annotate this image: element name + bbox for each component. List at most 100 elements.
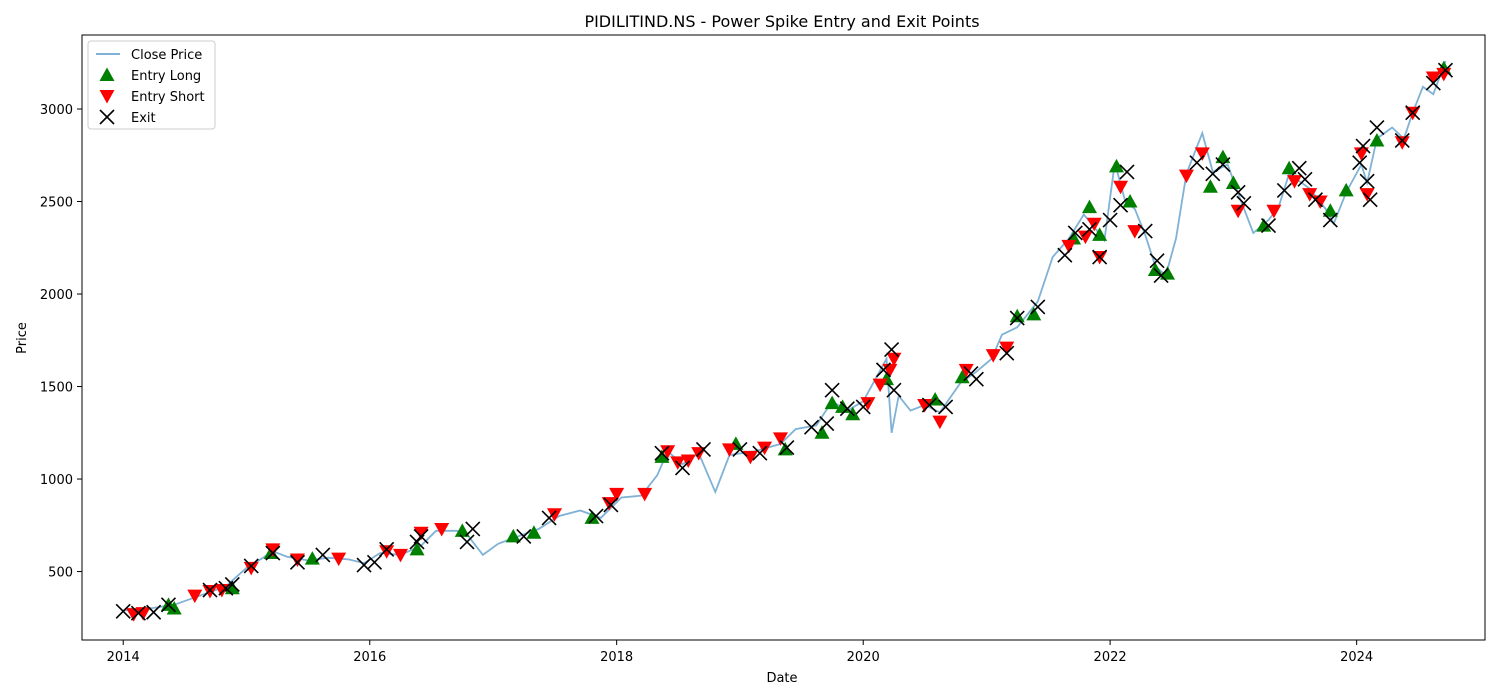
entry-short-marker bbox=[1359, 188, 1375, 202]
x-tick-label: 2022 bbox=[1094, 650, 1127, 665]
entry-long-marker bbox=[1215, 149, 1231, 164]
exit-marker bbox=[1067, 225, 1083, 241]
exit-marker-stroke bbox=[732, 441, 748, 457]
entry-short-marker bbox=[999, 341, 1015, 356]
exit-marker bbox=[1437, 62, 1454, 78]
exit-marker-stroke bbox=[1369, 119, 1385, 136]
exit-marker-stroke bbox=[999, 345, 1015, 361]
exit-marker-stroke bbox=[1102, 212, 1118, 228]
exit-marker bbox=[603, 497, 619, 513]
exit-marker bbox=[1215, 156, 1231, 173]
exit-marker-stroke bbox=[654, 445, 670, 461]
exit-marker-stroke bbox=[875, 362, 892, 378]
exit-marker bbox=[1276, 182, 1292, 198]
legend-entry: Close Price bbox=[96, 48, 202, 63]
entry-long-marker bbox=[526, 525, 542, 539]
exit-marker bbox=[1102, 212, 1118, 228]
entry-short-marker bbox=[331, 552, 347, 567]
exit-marker-stroke bbox=[1394, 132, 1410, 149]
entry-short-marker bbox=[547, 508, 563, 522]
exit-marker bbox=[1362, 192, 1378, 208]
exit-marker-stroke bbox=[1276, 182, 1292, 198]
exit-marker-stroke bbox=[1081, 221, 1098, 237]
entry-short-marker bbox=[872, 378, 888, 393]
plot-frame bbox=[81, 34, 1486, 641]
entry-long-marker bbox=[1109, 158, 1125, 173]
exit-marker bbox=[886, 382, 902, 398]
exit-marker-stroke bbox=[674, 460, 691, 476]
exit-marker bbox=[465, 521, 481, 537]
entry-long-marker bbox=[1369, 132, 1385, 147]
x-tick-label: 2016 bbox=[353, 650, 386, 665]
exit-marker-stroke bbox=[1291, 160, 1307, 176]
exit-marker-stroke bbox=[315, 547, 331, 563]
chart-title: PIDILITIND.NS - Power Spike Entry and Ex… bbox=[584, 12, 979, 31]
exit-marker bbox=[413, 528, 429, 544]
exit-marker-stroke bbox=[884, 341, 900, 358]
entry-short-marker bbox=[721, 443, 737, 457]
exit-marker bbox=[160, 597, 177, 613]
exit-marker-stroke bbox=[1425, 75, 1441, 91]
exit-marker-stroke bbox=[1359, 173, 1375, 189]
exit-marker-stroke bbox=[202, 582, 218, 598]
marker-series bbox=[115, 60, 1454, 622]
entry-short-marker bbox=[392, 548, 408, 563]
exit-marker bbox=[819, 415, 835, 432]
exit-marker bbox=[1149, 253, 1165, 269]
entry-short-marker bbox=[1077, 230, 1093, 245]
exit-marker-stroke bbox=[1153, 267, 1169, 284]
exit-marker bbox=[921, 397, 937, 413]
exit-marker bbox=[855, 399, 871, 415]
entry-long-marker bbox=[654, 449, 670, 463]
entry-short-marker bbox=[772, 432, 788, 446]
entry-long-marker bbox=[824, 395, 840, 410]
exit-marker-stroke bbox=[1092, 249, 1108, 265]
close-price-series bbox=[123, 60, 1447, 612]
exit-marker-stroke bbox=[938, 399, 954, 415]
entry-short-marker bbox=[932, 415, 948, 430]
entry-short-marker bbox=[985, 349, 1001, 363]
y-tick-label: 2000 bbox=[40, 288, 73, 303]
exit-marker-stroke bbox=[1236, 195, 1252, 211]
entry-long-marker bbox=[505, 528, 521, 543]
plot-area bbox=[81, 34, 1486, 641]
entry-long-marker bbox=[1338, 182, 1354, 197]
exit-marker-stroke bbox=[819, 415, 835, 432]
exit-marker bbox=[1030, 299, 1046, 315]
entry-short-marker bbox=[265, 543, 281, 557]
exit-marker bbox=[1291, 160, 1307, 176]
exit-marker-stroke bbox=[366, 554, 383, 570]
exit-marker-stroke bbox=[839, 401, 855, 417]
entry-short-marker bbox=[1194, 147, 1210, 161]
exit-marker-stroke bbox=[541, 510, 557, 526]
exit-marker-stroke bbox=[265, 545, 281, 561]
exit-marker-stroke bbox=[603, 497, 619, 513]
exit-marker bbox=[1137, 223, 1153, 239]
exit-marker bbox=[1425, 75, 1441, 91]
x-axis: 2014 2016 2018 2020 2022 2024 bbox=[107, 640, 1373, 665]
exit-marker-stroke bbox=[1352, 155, 1368, 171]
y-tick-label: 2500 bbox=[40, 196, 73, 211]
exit-marker bbox=[1236, 195, 1252, 211]
exit-marker bbox=[224, 576, 240, 593]
legend-frame bbox=[87, 40, 216, 130]
exit-marker-stroke bbox=[1149, 253, 1165, 269]
entry-short-marker bbox=[1312, 195, 1328, 210]
exit-marker bbox=[289, 554, 306, 570]
exit-marker-stroke bbox=[779, 440, 795, 456]
x-tick-label: 2014 bbox=[107, 650, 140, 665]
entry-long-marker bbox=[1225, 175, 1241, 190]
exit-marker-stroke bbox=[413, 528, 429, 544]
legend-long-swatch bbox=[99, 67, 115, 81]
legend-entry: Exit bbox=[99, 109, 156, 126]
entry-long-marker bbox=[1092, 227, 1108, 241]
exit-marker bbox=[732, 441, 748, 457]
entry-short-marker bbox=[958, 363, 974, 378]
exit-marker bbox=[779, 440, 795, 456]
entry-short-marker bbox=[1287, 175, 1303, 189]
entry-short-marker bbox=[379, 545, 395, 559]
exit-marker bbox=[146, 604, 162, 620]
exit-marker-stroke bbox=[1307, 192, 1324, 208]
legend-exit-swatch bbox=[99, 109, 115, 125]
